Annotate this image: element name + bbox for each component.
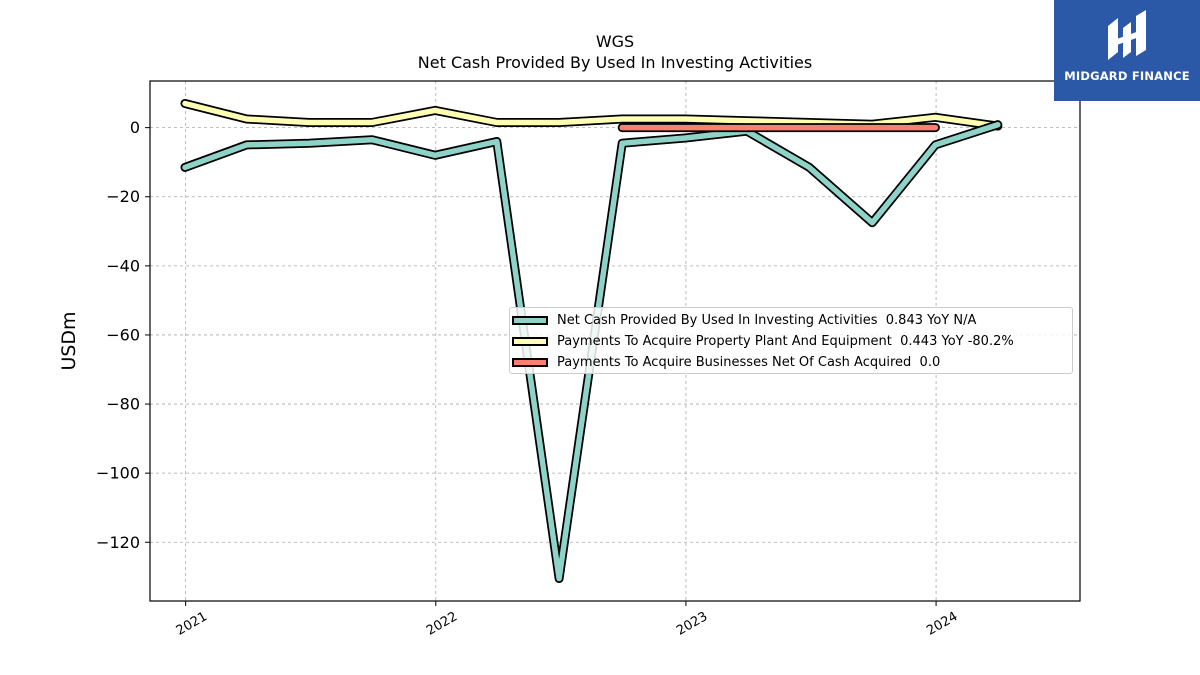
- legend-series-name: Payments To Acquire Businesses Net Of Ca…: [557, 354, 912, 370]
- legend: Net Cash Provided By Used In Investing A…: [509, 307, 1073, 374]
- legend-item-businesses: Payments To Acquire Businesses Net Of Ca…: [510, 352, 940, 372]
- legend-item-net-cash: Net Cash Provided By Used In Investing A…: [510, 310, 976, 330]
- legend-label-ppe: Payments To Acquire Property Plant And E…: [557, 334, 1014, 349]
- plot-frame: [149, 80, 1081, 602]
- legend-series-value: 0.0: [919, 354, 941, 370]
- legend-swatch-ppe: [512, 336, 548, 346]
- logo-text: MIDGARD FINANCE: [1064, 69, 1190, 83]
- x-tick-label: 2023: [674, 609, 710, 639]
- legend-item-ppe: Payments To Acquire Property Plant And E…: [510, 331, 1014, 351]
- x-tick-label: 2024: [924, 609, 960, 639]
- logo-mark-icon: [1108, 10, 1146, 60]
- legend-series-name: Net Cash Provided By Used In Investing A…: [557, 312, 878, 328]
- legend-swatch-businesses: [512, 357, 548, 367]
- legend-series-value: 0.443 YoY -80.2%: [900, 333, 1014, 349]
- chart-subtitle: Net Cash Provided By Used In Investing A…: [418, 53, 812, 72]
- legend-series-name: Payments To Acquire Property Plant And E…: [557, 333, 892, 349]
- series-fill: [182, 100, 1001, 129]
- y-tick-label: −20: [106, 187, 140, 206]
- y-tick-label: −120: [96, 533, 140, 552]
- x-tick-label: 2021: [174, 609, 210, 639]
- series-line-ppe: [180, 99, 1003, 131]
- y-tick-label: 0: [130, 118, 140, 137]
- legend-label-net-cash: Net Cash Provided By Used In Investing A…: [557, 313, 976, 328]
- legend-label-businesses: Payments To Acquire Businesses Net Of Ca…: [557, 355, 940, 370]
- y-axis: 0 −20 −40 −60 −80 −100 −120: [96, 118, 150, 552]
- y-tick-label: −40: [106, 256, 140, 275]
- y-tick-label: −60: [106, 325, 140, 344]
- brand-logo: MIDGARD FINANCE: [1054, 0, 1200, 101]
- x-tick-label: 2022: [424, 609, 460, 639]
- legend-swatch-net-cash: [512, 315, 548, 325]
- chart-title: WGS: [596, 32, 634, 51]
- y-tick-label: −100: [96, 464, 140, 483]
- y-axis-label: USDm: [58, 311, 80, 370]
- y-tick-label: −80: [106, 395, 140, 414]
- x-axis: 2021 2022 2023 2024: [174, 601, 960, 639]
- legend-series-value: 0.843 YoY N/A: [885, 312, 977, 328]
